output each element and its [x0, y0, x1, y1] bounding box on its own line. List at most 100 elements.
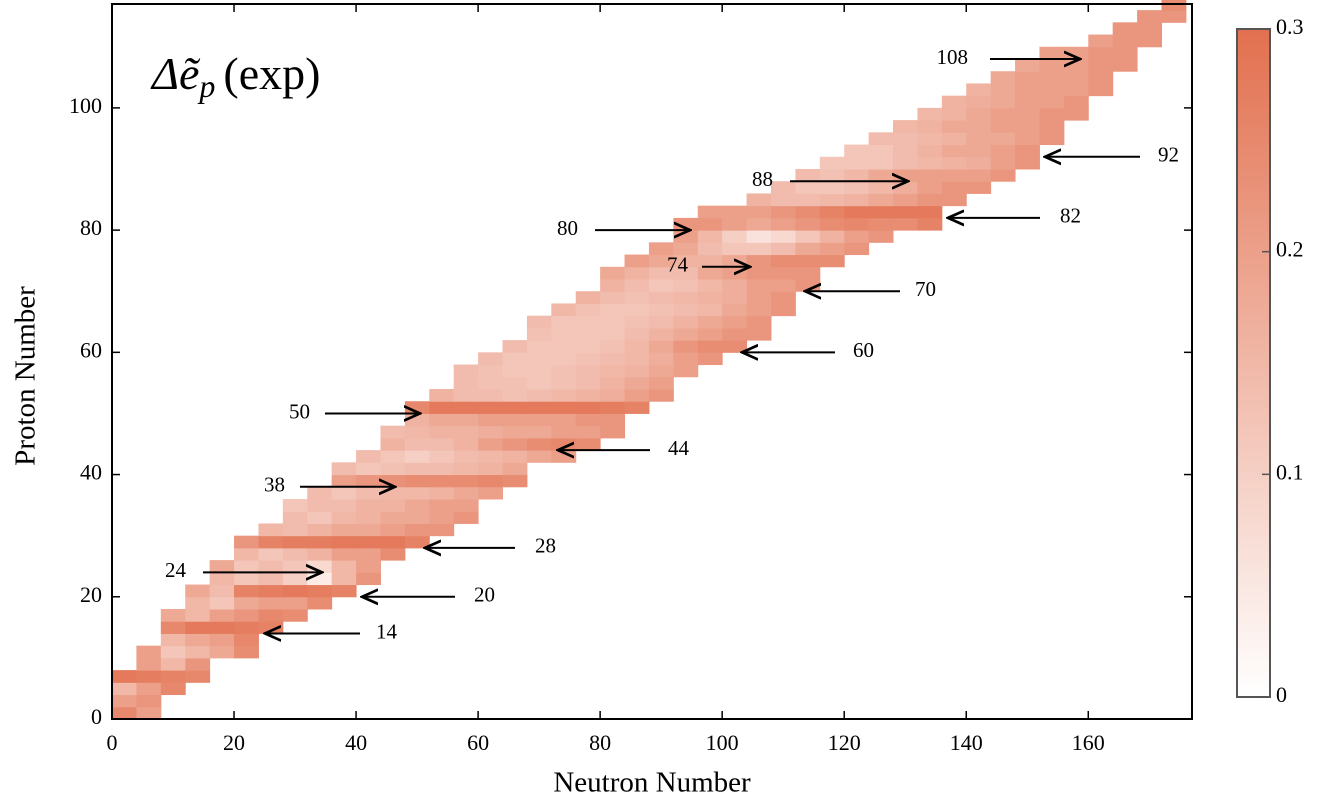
cell	[282, 499, 308, 512]
cell	[185, 621, 211, 634]
cell	[893, 120, 918, 133]
cell	[551, 389, 577, 402]
cell	[502, 352, 528, 366]
cell	[893, 217, 918, 231]
cell	[893, 193, 918, 207]
cell	[600, 303, 626, 317]
cell	[478, 376, 504, 390]
cell	[380, 437, 406, 451]
cell	[453, 474, 479, 488]
cell	[404, 413, 430, 427]
cell	[624, 352, 650, 366]
cell	[624, 389, 650, 402]
cell	[356, 474, 381, 488]
cell	[307, 535, 333, 549]
cell	[356, 547, 381, 561]
cell	[380, 425, 406, 439]
cell	[600, 279, 626, 292]
cell	[941, 169, 967, 182]
cell	[1112, 22, 1138, 36]
cell	[331, 511, 357, 524]
cell	[697, 352, 723, 366]
cell	[307, 584, 333, 598]
cell	[282, 535, 308, 549]
cell	[917, 120, 943, 133]
cell	[624, 279, 650, 292]
cell	[600, 401, 626, 414]
heatmap	[112, 0, 1187, 720]
cell	[844, 217, 870, 231]
cell	[453, 364, 479, 378]
cell	[209, 596, 235, 610]
cell	[429, 437, 455, 451]
cell	[624, 401, 650, 414]
cell	[551, 413, 577, 427]
x-tick-label: 0	[107, 730, 118, 755]
cell	[258, 560, 284, 573]
annotation-label: 44	[668, 436, 690, 460]
cell	[1063, 71, 1089, 84]
cell	[746, 303, 772, 317]
x-tick-label: 80	[589, 730, 611, 755]
title-subscript: p	[197, 68, 215, 104]
cell	[990, 156, 1016, 170]
cell	[1039, 83, 1065, 97]
cell	[575, 315, 601, 329]
cell	[673, 254, 699, 268]
cell	[526, 401, 552, 414]
cell	[356, 499, 381, 512]
cell	[282, 523, 308, 537]
cell	[917, 217, 943, 231]
cell	[770, 181, 796, 194]
cell	[1039, 120, 1065, 133]
annotation-label: 88	[752, 167, 773, 191]
cell	[722, 303, 748, 317]
cell	[893, 132, 918, 146]
cell	[282, 560, 308, 573]
cell	[453, 401, 479, 414]
cell	[282, 547, 308, 561]
cell	[917, 205, 943, 219]
cell	[673, 279, 699, 292]
annotation-label: 80	[557, 216, 578, 240]
cell	[1088, 59, 1114, 72]
cell	[185, 633, 211, 647]
cell	[746, 279, 772, 292]
cell	[673, 266, 699, 280]
cell	[1015, 95, 1040, 109]
cell	[868, 230, 894, 243]
cell	[234, 572, 259, 586]
cell	[502, 474, 528, 488]
cell	[136, 670, 162, 683]
x-tick-label: 60	[467, 730, 489, 755]
cell	[795, 254, 821, 268]
cell	[429, 389, 455, 402]
cell	[136, 682, 162, 696]
annotation-label: 74	[667, 253, 689, 277]
cell	[502, 376, 528, 390]
cell	[502, 364, 528, 378]
cell	[648, 376, 674, 390]
cell	[136, 694, 162, 708]
cell	[941, 120, 967, 133]
cell	[429, 486, 455, 500]
cell	[722, 291, 748, 304]
cell	[1015, 120, 1040, 133]
cell	[990, 169, 1016, 182]
cell	[551, 352, 577, 366]
cell	[770, 230, 796, 243]
cell	[697, 327, 723, 341]
cell	[770, 217, 796, 231]
cell	[404, 450, 430, 463]
cell	[697, 315, 723, 329]
annotation-label: 24	[165, 558, 187, 582]
cell	[673, 327, 699, 341]
cell	[380, 462, 406, 476]
cell	[600, 340, 626, 353]
cell	[429, 413, 455, 427]
cell	[990, 107, 1016, 121]
cell	[136, 645, 162, 659]
cell	[551, 315, 577, 329]
cell	[648, 315, 674, 329]
cell	[893, 205, 918, 219]
